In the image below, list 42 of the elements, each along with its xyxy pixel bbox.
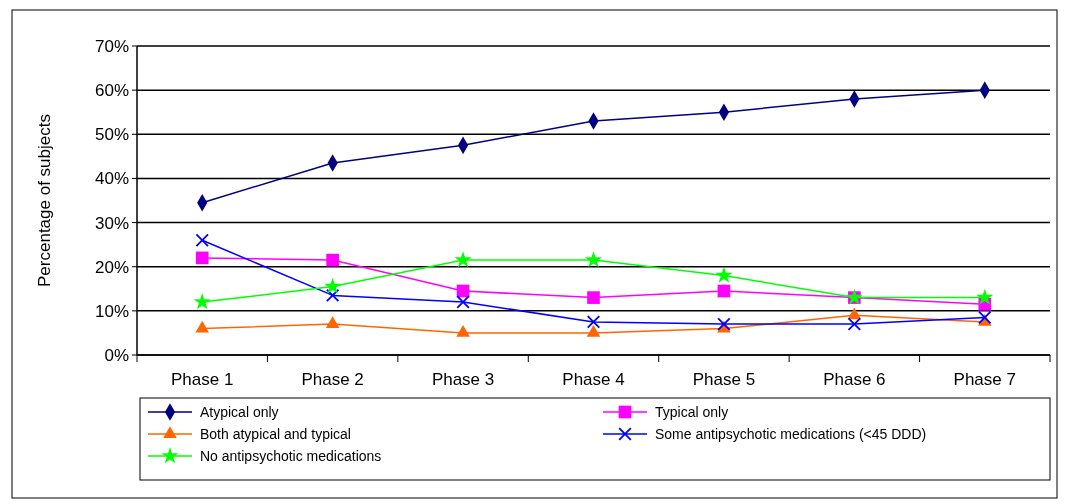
legend-label: Typical only	[655, 404, 729, 420]
y-tick-label: 20%	[94, 257, 129, 277]
point	[717, 284, 731, 298]
point	[454, 251, 472, 268]
point	[326, 253, 339, 267]
point	[586, 325, 601, 337]
y-tick-label: 10%	[94, 301, 129, 321]
y-tick-label: 40%	[94, 169, 129, 189]
point	[586, 315, 601, 329]
x-tick-label: Phase 3	[431, 370, 495, 389]
point	[325, 316, 340, 329]
y-tick-label: 30%	[94, 213, 129, 233]
y-axis-title: Percentage of subjects	[35, 114, 54, 287]
point	[456, 295, 470, 309]
x-tick-label: Phase 2	[301, 370, 364, 389]
point	[193, 293, 211, 310]
point	[324, 277, 342, 294]
y-tick-label: 50%	[94, 125, 129, 145]
x-tick-label: Phase 4	[562, 370, 625, 389]
legend-label: Atypical only	[200, 404, 279, 420]
legend-label: No antipsychotic medications	[200, 448, 382, 464]
point	[715, 266, 733, 283]
y-tick-label: 60%	[94, 81, 129, 101]
point	[584, 251, 603, 268]
point	[195, 320, 210, 333]
x-tick-label: Phase 1	[171, 370, 234, 389]
x-tick-label: Phase 5	[692, 370, 756, 389]
point	[195, 251, 209, 265]
point	[325, 288, 340, 303]
point	[587, 291, 600, 304]
point	[195, 233, 209, 247]
x-tick-label: Phase 7	[953, 370, 1016, 389]
point	[847, 307, 862, 320]
legend-label: Both atypical and typical	[200, 426, 351, 442]
point	[976, 288, 994, 305]
point	[847, 317, 862, 331]
point	[978, 310, 992, 325]
x-tick-label: Phase 6	[823, 370, 886, 389]
y-tick-label: 0%	[104, 346, 129, 365]
y-tick-label: 70%	[94, 37, 129, 56]
point	[456, 325, 470, 337]
legend-label: Some antipsychotic medications (<45 DDD)	[655, 426, 927, 442]
